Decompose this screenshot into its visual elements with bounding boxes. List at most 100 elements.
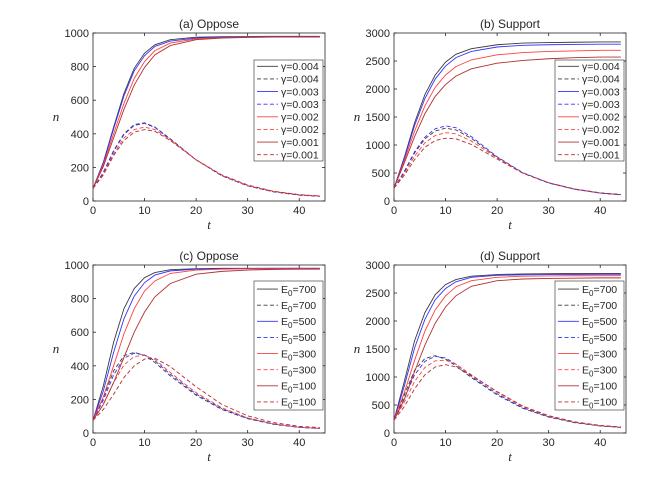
legend-entry: E0=100 (281, 397, 316, 411)
y-tick-label: 200 (71, 394, 89, 406)
x-axis-label: t (207, 217, 211, 232)
legend-box (253, 280, 324, 411)
series-line-black-solid (394, 272, 621, 421)
legend-entry: γ=0.001 (281, 137, 319, 149)
series-line-brown-solid (93, 268, 320, 421)
legend-entry: E0=700 (281, 300, 316, 314)
series-line-brown-solid (394, 277, 621, 421)
y-tick-label: 0 (83, 428, 89, 440)
panel-b: 0 10 20 30 40 0 500 1000 1500 2000 2500 3000 (b) Sup… (354, 17, 627, 232)
x-tick-label: 10 (138, 437, 150, 449)
series-line-brown-dashed (394, 137, 621, 195)
legend-box (554, 59, 625, 162)
x-tick-label: 0 (391, 205, 397, 217)
legend-entry: E0=300 (582, 364, 617, 378)
legend-entry: E0=700 (582, 284, 617, 298)
panel-title: (c) Oppose (179, 249, 239, 263)
series-group (93, 267, 320, 429)
legend-entry: E0=300 (582, 348, 617, 362)
y-tick-label: 1000 (65, 260, 89, 272)
series-line-blue-solid (394, 43, 621, 189)
legend-entry: γ=0.001 (582, 149, 620, 161)
legend-box (253, 59, 324, 162)
legend-entry: γ=0.004 (281, 61, 319, 73)
legend-entry: E0=700 (582, 300, 617, 314)
x-tick-label: 30 (543, 437, 555, 449)
legend-entry: γ=0.001 (281, 149, 319, 161)
legend-entry: γ=0.002 (582, 124, 620, 136)
x-tick-label: 10 (439, 205, 451, 217)
x-tick-label: 10 (439, 437, 451, 449)
legend-entry: γ=0.004 (582, 61, 620, 73)
y-tick-label: 1000 (366, 372, 390, 384)
x-tick-label: 40 (293, 437, 305, 449)
y-tick-label: 1000 (65, 28, 89, 40)
y-tick-label: 2000 (366, 316, 390, 328)
x-tick-label: 20 (190, 205, 202, 217)
x-tick-label: 40 (594, 437, 606, 449)
x-tick-label: 20 (491, 437, 503, 449)
x-axis-label: t (508, 217, 512, 232)
series-line-brown-solid (93, 36, 320, 189)
legend-entry: γ=0.003 (281, 99, 319, 111)
x-axis-label: t (207, 449, 211, 464)
legend-entry: γ=0.003 (281, 86, 319, 98)
x-tick-label: 40 (293, 205, 305, 217)
x-tick-label: 30 (242, 205, 254, 217)
y-tick-label: 0 (384, 428, 390, 440)
y-axis-label: n (354, 109, 361, 124)
legend-entry: E0=500 (281, 316, 316, 330)
panel-title: (b) Support (480, 17, 541, 31)
series-line-black-solid (394, 41, 621, 189)
series-group (394, 272, 621, 428)
y-tick-label: 1500 (366, 344, 390, 356)
series-line-brown-dashed (394, 364, 621, 428)
legend-entry: γ=0.003 (582, 86, 620, 98)
legend-entry: γ=0.001 (582, 137, 620, 149)
x-tick-label: 20 (190, 437, 202, 449)
y-tick-label: 2500 (366, 288, 390, 300)
legend-entry: γ=0.003 (582, 99, 620, 111)
y-tick-label: 800 (71, 62, 89, 74)
x-tick-label: 30 (242, 437, 254, 449)
y-axis-label: n (53, 341, 60, 356)
legend-entry: γ=0.002 (582, 112, 620, 124)
legend-entry: E0=100 (582, 397, 617, 411)
x-tick-label: 20 (491, 205, 503, 217)
x-tick-label: 10 (138, 205, 150, 217)
y-tick-label: 3000 (366, 260, 390, 272)
legend-entry: γ=0.002 (281, 124, 319, 136)
x-tick-label: 0 (90, 205, 96, 217)
y-tick-label: 1000 (366, 140, 390, 152)
y-tick-label: 800 (71, 294, 89, 306)
y-tick-label: 400 (71, 361, 89, 373)
panel-d: 0 10 20 30 40 0 500 1000 1500 2000 2500 3000 (d) Sup… (354, 249, 627, 464)
series-line-red-solid (394, 49, 621, 189)
legend-entry: γ=0.002 (281, 112, 319, 124)
y-tick-label: 600 (71, 95, 89, 107)
series-line-red-solid (394, 275, 621, 421)
series-line-blue-solid (394, 273, 621, 421)
series-line-brown-dashed (93, 129, 320, 197)
series-group (93, 35, 320, 197)
legend-entry: E0=300 (281, 364, 316, 378)
y-tick-label: 3000 (366, 28, 390, 40)
x-tick-label: 30 (543, 205, 555, 217)
legend-box (554, 280, 625, 411)
legend-entry: E0=500 (582, 316, 617, 330)
legend-entry: E0=100 (582, 381, 617, 395)
y-tick-label: 200 (71, 162, 89, 174)
legend-entry: E0=100 (281, 381, 316, 395)
y-tick-label: 2000 (366, 84, 390, 96)
x-tick-label: 0 (391, 437, 397, 449)
y-tick-label: 1500 (366, 112, 390, 124)
series-line-black-dashed (394, 355, 621, 428)
y-tick-label: 600 (71, 327, 89, 339)
series-group (394, 41, 621, 196)
y-tick-label: 500 (372, 400, 390, 412)
x-axis-label: t (508, 449, 512, 464)
x-tick-label: 0 (90, 437, 96, 449)
